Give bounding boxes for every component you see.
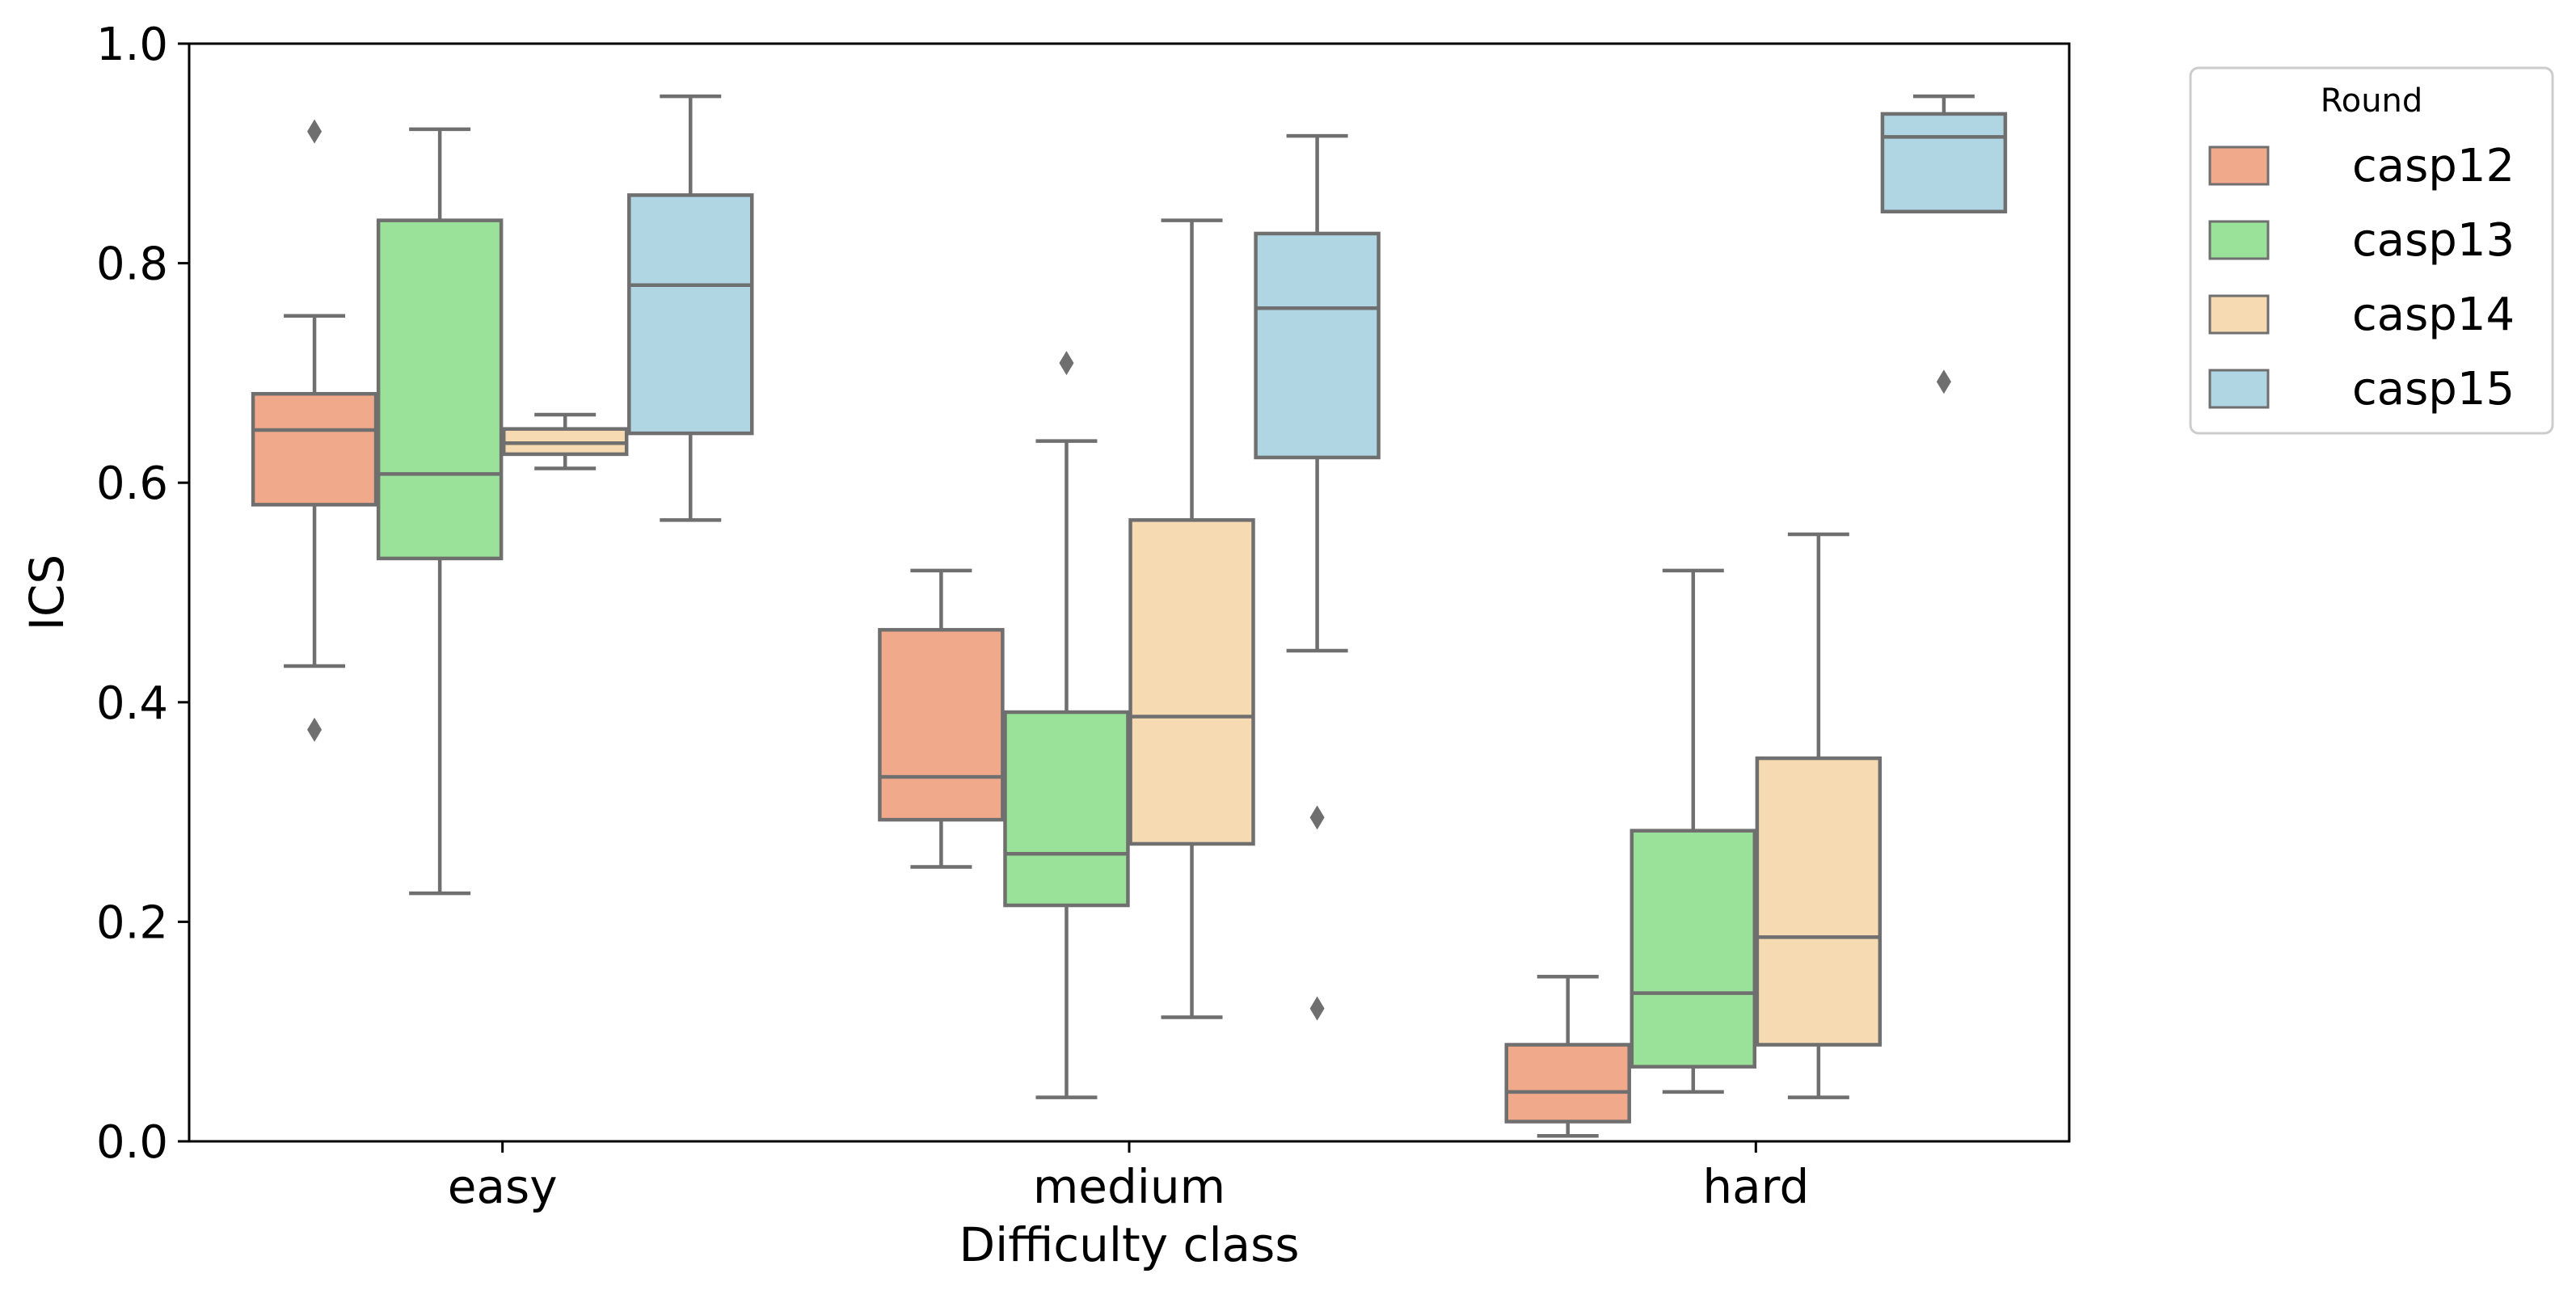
outlier-point bbox=[1059, 351, 1074, 376]
legend-label: casp14 bbox=[2352, 289, 2515, 341]
x-tick-label-hard: hard bbox=[1702, 1159, 1809, 1214]
y-tick-label: 0.2 bbox=[96, 896, 168, 949]
box-casp12-hard bbox=[1504, 975, 1631, 1138]
legend-label: casp12 bbox=[2352, 140, 2515, 192]
y-tick-label: 0.6 bbox=[96, 458, 168, 510]
box-casp15-hard bbox=[1880, 94, 2008, 394]
legend-frame bbox=[2189, 66, 2554, 435]
box-casp15-easy bbox=[627, 94, 754, 522]
axes-layer: 0.0 0.2 0.4 0.6 0.8 1.0 easy medium hard bbox=[96, 19, 1809, 1214]
box-casp14-medium bbox=[1128, 218, 1255, 1019]
y-tick-label: 0.0 bbox=[96, 1116, 168, 1169]
legend-title: Round bbox=[2321, 82, 2423, 120]
legend-item-casp14: casp14 bbox=[2208, 289, 2515, 341]
box-body bbox=[878, 627, 1005, 822]
legend-label: casp15 bbox=[2352, 363, 2515, 415]
boxes-layer bbox=[251, 94, 2008, 1138]
legend-item-casp13: casp13 bbox=[2208, 214, 2515, 267]
legend-item-casp15: casp15 bbox=[2208, 363, 2515, 415]
box-body bbox=[1629, 829, 1757, 1069]
x-tick-label-medium: medium bbox=[1033, 1159, 1225, 1214]
outlier-point bbox=[307, 717, 323, 742]
outlier-point bbox=[1936, 369, 1951, 394]
box-body bbox=[627, 193, 754, 436]
y-tick-label: 0.8 bbox=[96, 238, 168, 291]
legend-swatch bbox=[2208, 294, 2270, 335]
box-body bbox=[1128, 518, 1255, 846]
legend-swatch bbox=[2208, 369, 2270, 409]
legend-swatch bbox=[2208, 220, 2270, 260]
legend-item-casp12: casp12 bbox=[2208, 140, 2515, 192]
box-body bbox=[376, 218, 504, 561]
box-casp14-hard bbox=[1755, 532, 1882, 1099]
x-tick-label-easy: easy bbox=[448, 1159, 558, 1214]
box-casp12-medium bbox=[878, 568, 1005, 869]
y-tick-label: 0.4 bbox=[96, 677, 168, 730]
box-casp13-easy bbox=[376, 127, 504, 896]
legend: Round casp12 casp13 casp14 casp15 bbox=[2189, 66, 2554, 435]
outlier-point bbox=[307, 119, 323, 144]
box-casp13-hard bbox=[1629, 568, 1757, 1094]
x-axis-title: Difficulty class bbox=[959, 1217, 1299, 1272]
box-casp14-easy bbox=[501, 412, 629, 470]
box-casp13-medium bbox=[1003, 351, 1130, 1099]
legend-items: casp12 casp13 casp14 casp15 bbox=[2208, 140, 2515, 415]
outlier-point bbox=[1309, 996, 1325, 1021]
box-casp15-medium bbox=[1254, 133, 1381, 1021]
box-body bbox=[1504, 1043, 1631, 1124]
box-casp12-easy bbox=[251, 119, 378, 742]
legend-label: casp13 bbox=[2352, 214, 2515, 267]
y-tick-label: 1.0 bbox=[96, 19, 168, 71]
legend-swatch bbox=[2208, 145, 2270, 186]
box-body bbox=[1254, 231, 1381, 460]
box-body bbox=[251, 391, 378, 507]
outlier-point bbox=[1309, 805, 1325, 830]
box-body bbox=[1755, 756, 1882, 1047]
y-axis-title: ICS bbox=[19, 555, 74, 630]
box-body bbox=[1003, 710, 1130, 908]
box-body bbox=[1880, 112, 2008, 214]
